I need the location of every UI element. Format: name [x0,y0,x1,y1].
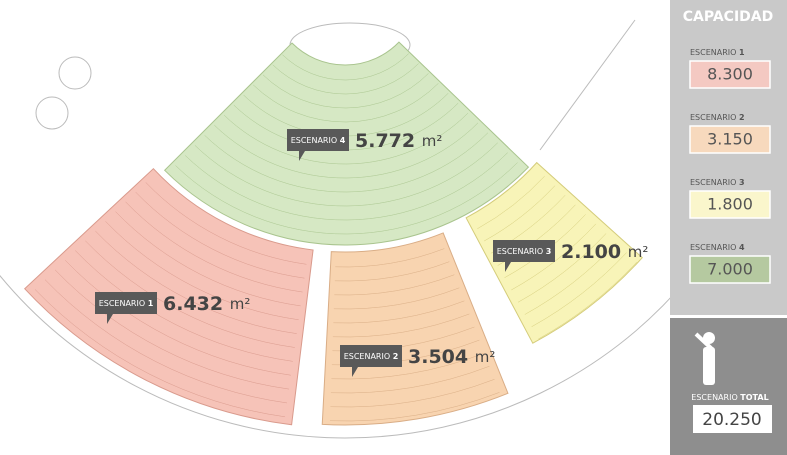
zone-area-value: 5.772 [355,130,415,152]
zone-area-value: 2.100 [561,241,621,263]
seat-row [223,112,469,165]
seat-row [175,162,518,235]
callout [95,292,157,324]
seat-row [331,352,485,380]
seat-row [253,83,439,123]
zone-label: ESCENARIO 3 [497,247,552,256]
seat-row [105,221,299,321]
zone-area: 3.504 m² [408,346,495,368]
seat-row [330,365,490,394]
decor-line [539,19,636,151]
seat-row [334,274,455,296]
zone-label-text: ESCENARIO [99,299,145,308]
item-value: 8.300 [707,65,753,84]
zone-label-text: ESCENARIO [344,352,390,361]
sidebar-title: CAPACIDAD [683,9,773,25]
seat-row [272,63,419,95]
item-label-text: ESCENARIO [690,48,736,57]
seat-row [125,201,303,293]
zone-label-number: 2 [393,352,399,361]
callout [493,240,555,272]
item-label-text: ESCENARIO [690,178,736,187]
seat-row [214,122,479,179]
total-panel [670,318,787,455]
zone-area: 5.772 m² [355,130,442,152]
callout [287,129,349,161]
callout [340,345,402,377]
total-value: 20.250 [702,410,761,430]
decor-circle [58,56,92,90]
item-label-number: 2 [739,113,745,122]
zone-label-number: 4 [340,136,346,145]
zone-area-unit: m² [230,295,251,313]
item-box [689,255,771,284]
item-box [689,60,771,89]
seat-row [484,185,556,242]
seat-row [204,132,489,193]
item-label-text: ESCENARIO [690,113,736,122]
person-icon [694,332,715,385]
item-label: ESCENARIO 2 [690,113,745,122]
zone-area-unit: m² [475,348,496,366]
total-label-text: ESCENARIO [691,393,737,402]
item-value: 1.800 [707,195,753,214]
zone-area-unit: m² [628,243,649,261]
item-label: ESCENARIO 4 [690,243,745,252]
seat-row [194,142,498,207]
item-value: 7.000 [707,260,753,279]
item-label: ESCENARIO 1 [690,48,745,57]
item-value: 3.150 [707,130,753,149]
zone-area-value: 3.504 [408,346,468,368]
zone-label: ESCENARIO 1 [99,299,154,308]
seat-row [145,182,307,265]
zone-label-number: 1 [148,299,154,308]
item-box [689,125,771,154]
zone [321,232,509,426]
total-box [693,405,772,433]
seat-row [477,176,545,229]
zone-label-text: ESCENARIO [291,136,337,145]
item-box [689,190,771,219]
total-label-strong: TOTAL [740,393,768,402]
seat-row [330,379,495,408]
seat-row [490,195,566,254]
zone-area: 2.100 m² [561,241,648,263]
zone-area-unit: m² [422,132,443,150]
zone-area-value: 6.432 [163,293,223,315]
zone-label: ESCENARIO 2 [344,352,399,361]
item-label-number: 3 [739,178,745,187]
zone-label-text: ESCENARIO [497,247,543,256]
seat-row [34,289,286,418]
item-label-text: ESCENARIO [690,243,736,252]
zone-area: 6.432 m² [163,293,250,315]
item-label-number: 1 [739,48,745,57]
seat-row [334,261,450,282]
seat-row [54,269,289,390]
seat-row [333,287,460,310]
decor-circle [35,96,69,130]
item-label: ESCENARIO 3 [690,178,745,187]
total-label: ESCENARIO TOTAL [691,393,768,402]
item-label-number: 4 [739,243,745,252]
zone-label-number: 3 [546,247,552,256]
zone-label: ESCENARIO 4 [291,136,346,145]
